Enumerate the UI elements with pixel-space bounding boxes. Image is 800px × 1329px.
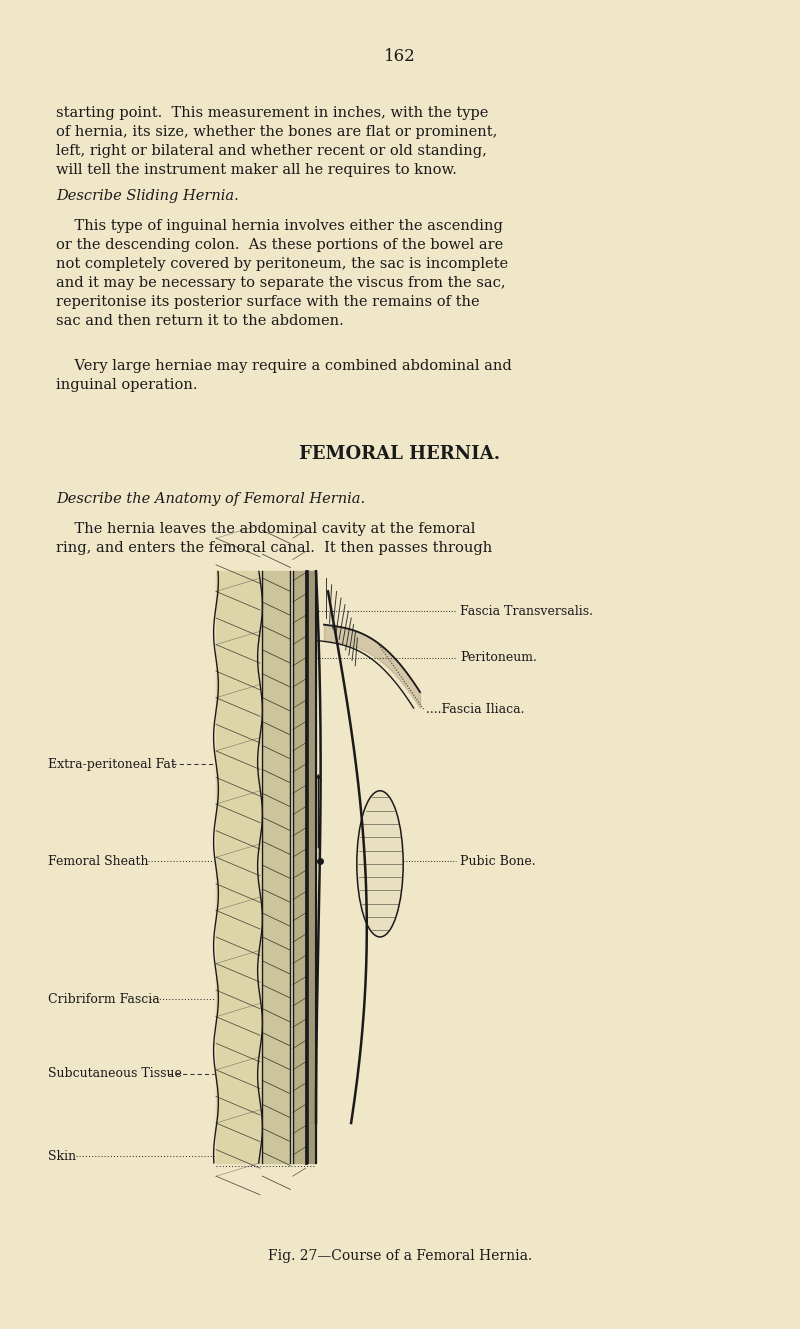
Text: Fascia Transversalis.: Fascia Transversalis.	[460, 605, 593, 618]
Text: Describe Sliding Hernia.: Describe Sliding Hernia.	[56, 189, 238, 203]
Text: The hernia leaves the abdominal cavity at the femoral
ring, and enters the femor: The hernia leaves the abdominal cavity a…	[56, 522, 492, 556]
Text: Femoral Sheath: Femoral Sheath	[48, 855, 149, 868]
Text: Subcutaneous Tissue: Subcutaneous Tissue	[48, 1067, 182, 1080]
Text: Extra-peritoneal Fat: Extra-peritoneal Fat	[48, 758, 176, 771]
Polygon shape	[293, 571, 306, 1163]
Polygon shape	[262, 571, 290, 1163]
Text: Cribriform Fascia: Cribriform Fascia	[48, 993, 160, 1006]
Polygon shape	[216, 571, 260, 1163]
Ellipse shape	[357, 791, 403, 937]
Text: starting point.  This measurement in inches, with the type
of hernia, its size, : starting point. This measurement in inch…	[56, 106, 498, 177]
Text: Skin: Skin	[48, 1150, 76, 1163]
Text: Describe the Anatomy of Femoral Hernia.: Describe the Anatomy of Femoral Hernia.	[56, 492, 365, 506]
Text: FEMORAL HERNIA.: FEMORAL HERNIA.	[299, 445, 501, 464]
Text: Peritoneum.: Peritoneum.	[460, 651, 537, 664]
Text: Pubic Bone.: Pubic Bone.	[460, 855, 536, 868]
Polygon shape	[308, 571, 316, 1163]
Text: ....Fascia Iliaca.: ....Fascia Iliaca.	[426, 703, 525, 716]
Text: Fig. 27—Course of a Femoral Hernia.: Fig. 27—Course of a Femoral Hernia.	[268, 1249, 532, 1264]
Text: Very large herniae may require a combined abdominal and
inguinal operation.: Very large herniae may require a combine…	[56, 359, 512, 392]
Text: 162: 162	[384, 48, 416, 65]
Text: This type of inguinal hernia involves either the ascending
or the descending col: This type of inguinal hernia involves ei…	[56, 219, 508, 328]
